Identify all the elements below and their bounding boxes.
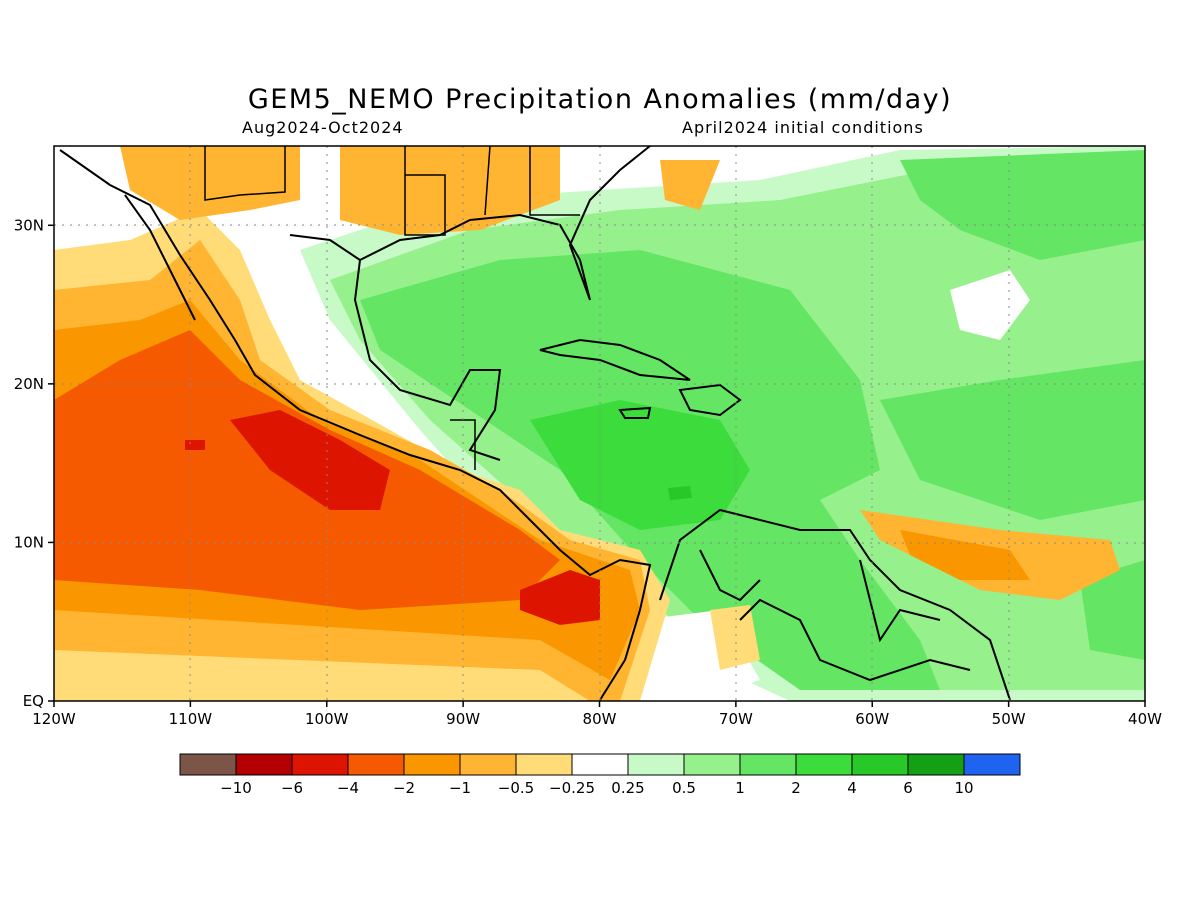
colorbar-label: 1: [735, 779, 745, 797]
graticule: [54, 146, 1145, 701]
colorbar-swatch: [907, 753, 965, 776]
negative-anomaly-region: [230, 410, 390, 510]
colorbar-swatch: [459, 753, 517, 776]
lat-tick-label: 20N: [14, 375, 44, 393]
lon-tick-label: 40W: [1128, 710, 1162, 728]
colorbar-swatch: [179, 753, 237, 776]
map-title: GEM5_NEMO Precipitation Anomalies (mm/da…: [247, 84, 953, 115]
colorbar-label: −1: [449, 779, 471, 797]
colorbar: −10 −6 −4 −2 −1 −0.5 −0.25 0.25 0.5 1 2 4 6 10: [179, 753, 1021, 797]
colorbar-swatch: [347, 753, 405, 776]
negative-anomaly-region: [340, 146, 560, 235]
colorbar-swatch: [627, 753, 685, 776]
colorbar-swatch: [963, 753, 1021, 776]
colorbar-swatch: [291, 753, 349, 776]
lon-tick-label: 80W: [583, 710, 617, 728]
negative-anomaly-region: [185, 440, 205, 450]
negative-anomaly-region: [660, 160, 720, 210]
lat-tick-label: 10N: [14, 533, 44, 551]
colorbar-label: 0.25: [611, 779, 644, 797]
initial-conditions: April2024 initial conditions: [682, 118, 924, 137]
negative-anomaly-region: [710, 605, 760, 670]
colorbar-swatch: [795, 753, 853, 776]
lon-tick-label: 60W: [855, 710, 889, 728]
colorbar-swatch: [683, 753, 741, 776]
positive-anomaly-region: [668, 486, 692, 500]
lon-tick-label: 50W: [992, 710, 1026, 728]
lat-tick-label: 30N: [14, 216, 44, 234]
colorbar-label: 4: [847, 779, 857, 797]
lon-tick-label: 100W: [305, 710, 349, 728]
colorbar-swatch: [515, 753, 573, 776]
colorbar-label: −10: [220, 779, 252, 797]
lon-tick-label: 110W: [169, 710, 213, 728]
colorbar-label: −6: [281, 779, 303, 797]
colorbar-swatch: [851, 753, 909, 776]
coastlines: [59, 146, 1011, 701]
lat-tick-label: EQ: [23, 692, 44, 710]
colorbar-label: 6: [903, 779, 913, 797]
lon-tick-label: 70W: [719, 710, 753, 728]
lon-tick-label: 120W: [32, 710, 76, 728]
positive-anomaly-region: [1080, 560, 1145, 660]
positive-anomaly-region: [880, 360, 1145, 520]
negative-anomaly-region: [900, 530, 1030, 580]
negative-anomaly-region: [520, 570, 600, 625]
colorbar-label: 10: [954, 779, 973, 797]
neutral-region: [950, 270, 1030, 340]
forecast-period: Aug2024-Oct2024: [242, 118, 404, 137]
colorbar-swatch: [571, 753, 629, 776]
colorbar-label: −0.25: [549, 779, 595, 797]
positive-anomaly-region: [900, 150, 1145, 260]
anomaly-field: [54, 146, 1145, 701]
colorbar-label: −0.5: [498, 779, 534, 797]
lon-tick-label: 90W: [446, 710, 480, 728]
negative-anomaly-region: [120, 146, 300, 220]
positive-anomaly-region: [530, 400, 750, 530]
colorbar-label: −2: [393, 779, 415, 797]
longitude-axis: 120W 110W 100W 90W 80W 70W 60W 50W 40W: [32, 701, 1162, 728]
colorbar-label: 2: [791, 779, 801, 797]
colorbar-swatch: [403, 753, 461, 776]
latitude-axis: EQ 10N 20N 30N: [14, 216, 54, 710]
colorbar-swatch: [235, 753, 293, 776]
colorbar-swatch: [739, 753, 797, 776]
colorbar-label: 0.5: [672, 779, 696, 797]
borders: [204, 146, 580, 470]
colorbar-label: −4: [337, 779, 359, 797]
